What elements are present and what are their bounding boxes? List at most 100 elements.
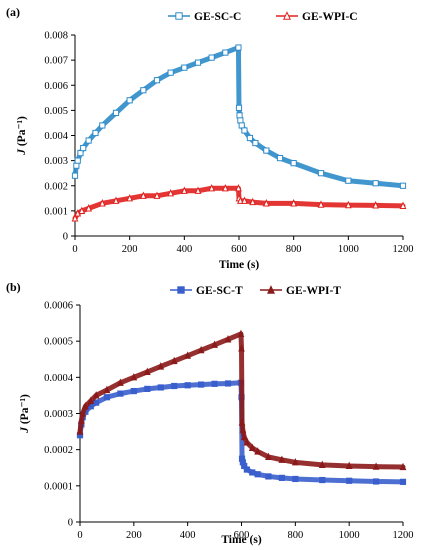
legend-entry: GE-SC-T [170,285,243,297]
data-point [241,196,248,204]
x-tick-label: 1200 [393,244,414,255]
data-point [197,345,205,354]
y-tick-label: 0 [63,232,68,243]
data-point [77,149,84,157]
panel-label: (a) [6,5,20,19]
data-point [112,196,120,204]
data-point [71,214,79,222]
data-point [236,196,244,204]
data-point [317,170,325,177]
panel-label: (b) [6,280,21,294]
data-point [85,137,92,144]
data-point [93,399,100,406]
data-point [236,112,243,119]
data-point [346,477,353,484]
legend-label: GE-SC-T [196,285,243,297]
data-point [92,129,99,137]
data-point [181,64,188,71]
data-point [235,44,242,51]
data-point [372,478,380,485]
data-point [167,188,175,197]
y-tick-label: 0.003 [44,156,68,167]
x-tick-label: 1000 [338,244,359,255]
data-point [180,186,188,194]
data-point [345,461,353,470]
data-point [130,387,137,395]
data-point [211,340,218,348]
data-point [98,199,106,207]
data-point [237,117,244,124]
legend-entry: GE-WPI-C [276,11,358,23]
data-point [74,157,81,164]
data-point [344,200,352,209]
x-tick-label: 1000 [339,530,360,541]
legend-marker [177,286,185,294]
data-point [77,416,85,424]
data-point [99,122,106,129]
data-point [243,438,251,446]
data-point [71,172,79,179]
y-axis-label-unit: (Pa⁻¹) [19,394,31,427]
data-point [221,183,229,192]
legend-label: GE-WPI-T [286,285,341,297]
x-tick-label: 1200 [393,530,414,541]
chart-panel-b: (b) 0 0.0001 0.0002 0.0003 0.0004 0.0005 0.0006… [6,280,414,546]
y-tick-label: 0.0004 [44,373,74,384]
y-tick-label: 0.0005 [44,337,73,348]
data-point [157,362,165,370]
chart-panel-a: (a) 0 0.001 0.002 0.003 0.004 0.005 0.006 0.007 0… [6,5,414,271]
x-tick-label: 0 [72,244,77,255]
x-axis-label: Time (s) [221,534,262,546]
data-point [79,409,87,417]
data-point [238,418,246,426]
legend-label: GE-SC-C [194,11,241,23]
data-point [238,344,245,352]
data-point [235,104,243,111]
data-point [211,380,218,387]
series-GE-WPI-C [71,183,407,222]
data-point [194,186,202,194]
data-point [153,191,161,199]
data-point [112,109,120,116]
data-point [184,382,191,389]
data-point [290,199,298,207]
data-point [372,201,380,209]
data-point [103,394,111,401]
x-tick-label: 200 [122,244,138,255]
data-point [238,122,245,129]
data-point [249,197,257,206]
x-tick-label: 400 [180,530,196,541]
data-point [171,382,178,390]
data-point [85,204,93,212]
data-point [153,77,161,84]
x-tick-label: 200 [126,530,142,541]
data-point [276,155,284,162]
data-point [263,147,270,154]
data-point [167,69,174,76]
data-point [78,206,86,214]
y-tick-label: 0.006 [44,81,68,92]
data-point [252,139,259,147]
data-point [224,335,232,343]
data-point [254,447,262,455]
data-point [117,390,124,397]
y-tick-label: 0.002 [44,181,68,192]
data-point [239,425,247,433]
y-tick-label: 0.0001 [44,481,73,492]
data-point [73,162,80,169]
data-point [240,432,248,441]
data-point [246,134,254,142]
y-axis-label-symbol: J [19,426,31,434]
data-point [208,183,216,192]
data-point [222,49,229,56]
data-point [319,476,326,484]
data-point [126,97,133,104]
data-point [235,183,242,192]
data-point [399,182,407,189]
data-point [116,378,124,386]
y-axis-label-symbol: J [16,148,28,156]
data-point [139,191,147,199]
data-point [76,427,84,435]
y-tick-label: 0.0002 [44,445,73,456]
